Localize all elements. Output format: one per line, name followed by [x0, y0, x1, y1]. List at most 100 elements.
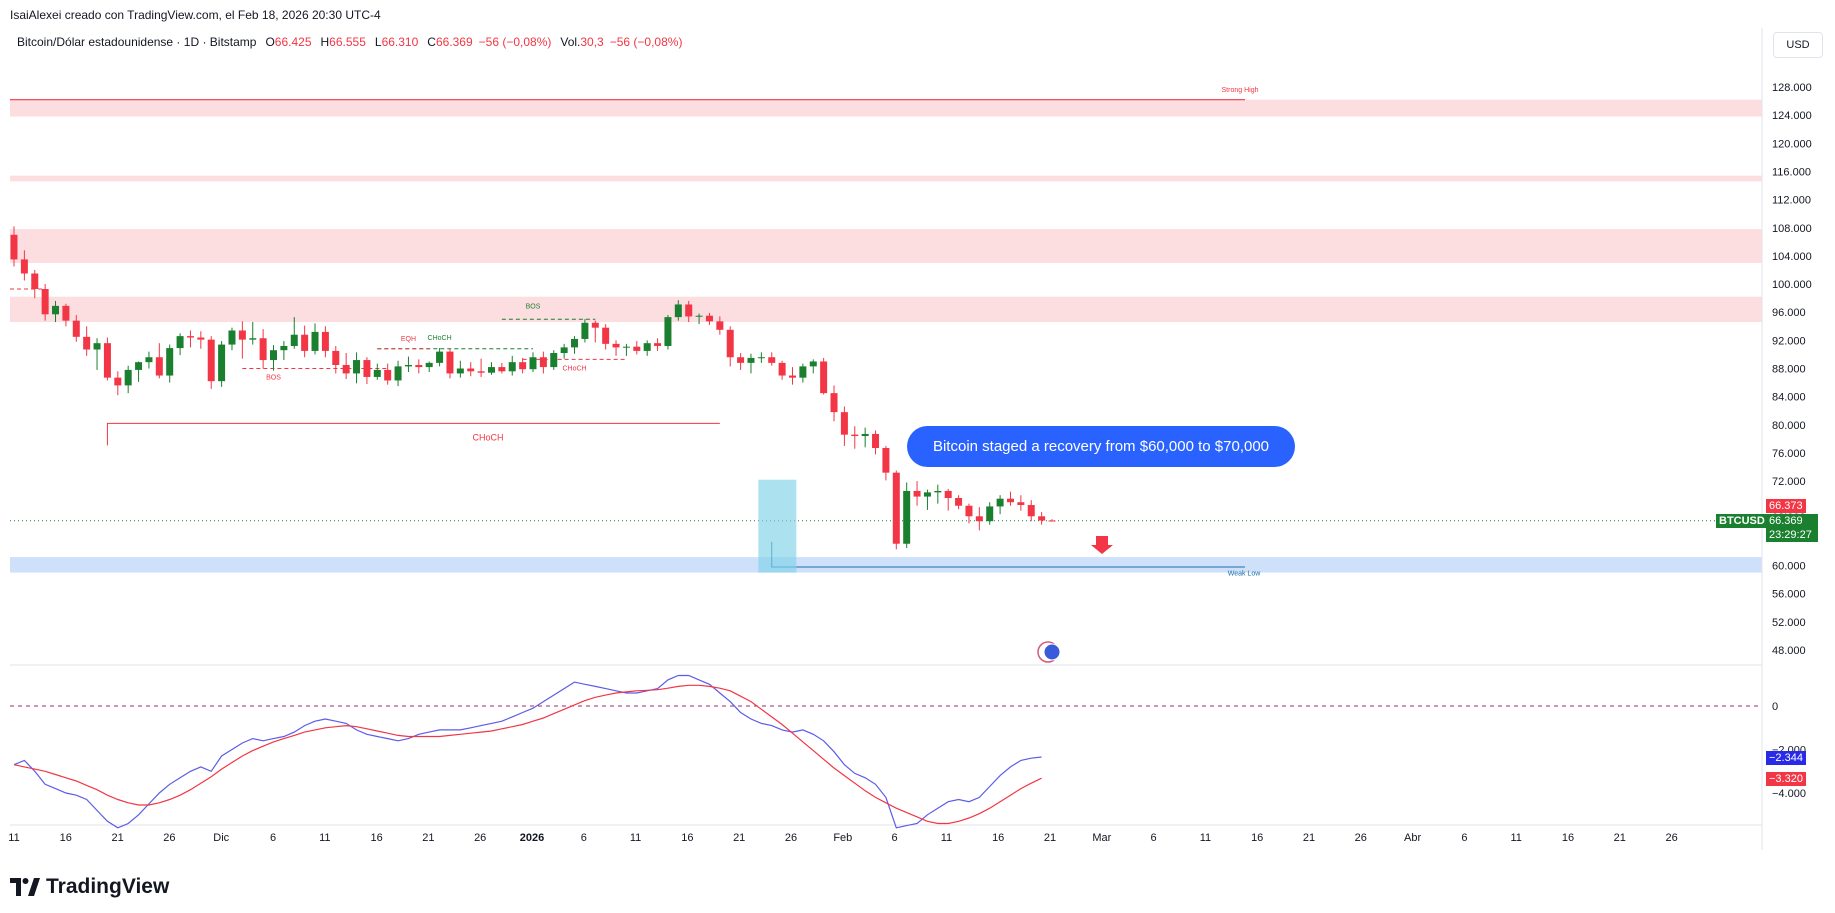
candle-body [10, 234, 18, 260]
y-tick-label: 56.000 [1772, 589, 1806, 601]
candle-body [809, 361, 817, 367]
currency-button[interactable]: USD [1773, 32, 1823, 58]
tradingview-logo-icon [10, 878, 40, 896]
candle [944, 488, 952, 511]
candle [404, 356, 412, 373]
candle [996, 495, 1004, 515]
tradingview-logo[interactable]: TradingView [10, 875, 169, 899]
candle-body [1017, 502, 1025, 506]
candle-body [280, 345, 288, 351]
candle-body [726, 329, 734, 358]
candle [197, 331, 205, 349]
macd-y-tick-label: 0 [1772, 701, 1778, 713]
candle-body [218, 344, 226, 382]
candle-body [685, 304, 693, 317]
candle-body [20, 259, 28, 274]
candle [290, 317, 298, 349]
x-tick-label: Abr [1404, 832, 1421, 844]
choch-line [106, 422, 720, 446]
candle-body [301, 334, 309, 351]
candle [975, 507, 983, 531]
x-tick-label: 11 [1510, 832, 1521, 844]
candle [238, 321, 246, 359]
candle-body [747, 357, 755, 363]
candle-body [643, 343, 651, 351]
candle [830, 385, 838, 422]
x-tick-label: 11 [941, 832, 952, 844]
candle [550, 350, 558, 370]
candle-body [602, 327, 610, 344]
candle [591, 320, 599, 343]
candle-body [789, 375, 796, 378]
candle [135, 361, 143, 382]
x-tick-label: 26 [785, 832, 797, 844]
signal-value-tag: −3.320 [1766, 772, 1806, 786]
bos-label-1: BOS [266, 375, 281, 382]
candle-body [41, 288, 49, 315]
candle [332, 345, 340, 374]
candle [124, 365, 132, 394]
y-tick-label: 120.000 [1772, 138, 1812, 150]
candle [31, 269, 39, 299]
candle [726, 326, 734, 367]
y-tick-label: 124.000 [1772, 110, 1812, 122]
candle-body [674, 304, 682, 318]
recovery-callout[interactable]: Bitcoin staged a recovery from $60,000 t… [907, 426, 1295, 467]
candle-body [934, 490, 942, 493]
candle-body [975, 516, 983, 522]
candle [166, 344, 174, 383]
candle [20, 250, 28, 281]
candle [425, 361, 433, 373]
x-tick-label: 16 [1251, 832, 1263, 844]
x-tick-label: 21 [422, 832, 434, 844]
candle-body [986, 506, 994, 522]
x-tick-label: 6 [1151, 832, 1157, 844]
candle [674, 300, 682, 321]
candle [840, 406, 848, 446]
candle-body [62, 305, 70, 321]
macd-y-tick-label: −4.000 [1772, 788, 1806, 800]
choch-label-3: CHoCH [562, 365, 586, 372]
candle-body [851, 434, 859, 437]
x-tick-label: 21 [1044, 832, 1056, 844]
candle-body [581, 322, 589, 339]
x-tick-label: 11 [319, 832, 330, 844]
candle-body [353, 360, 361, 374]
y-tick-label: 88.000 [1772, 364, 1806, 376]
candle [654, 338, 662, 351]
candle-body [477, 371, 485, 373]
candle [1006, 491, 1014, 506]
candle [602, 324, 610, 350]
candle-body [145, 357, 153, 363]
legend-symbol[interactable]: Bitcoin/Dólar estadounidense · 1D · Bits… [17, 35, 257, 49]
candle [103, 337, 111, 381]
candle-body [373, 369, 381, 377]
symbol-legend: Bitcoin/Dólar estadounidense · 1D · Bits… [17, 35, 682, 49]
candle-body [840, 412, 848, 435]
candle [768, 352, 776, 366]
candle [913, 481, 921, 506]
candle [446, 348, 454, 379]
zone-supply-1 [10, 175, 1762, 182]
candle-body [664, 317, 672, 346]
candle-body [436, 351, 444, 363]
legend-vol-change: −56 (−0,08%) [609, 35, 683, 49]
candle-body [560, 347, 568, 354]
candle-body [944, 490, 952, 498]
candle-body [93, 343, 101, 350]
legend-close: 66.369 [435, 35, 473, 49]
x-tick-label: 21 [1303, 832, 1315, 844]
candle-body [197, 337, 205, 340]
x-tick-label: 16 [992, 832, 1004, 844]
candle [560, 343, 568, 359]
x-tick-label: 26 [1665, 832, 1677, 844]
candle [363, 357, 371, 384]
candle-body [633, 346, 641, 351]
candle [218, 341, 226, 387]
chart-attribution: IsaiAlexei creado con TradingView.com, e… [10, 8, 381, 22]
candle-body [186, 336, 194, 338]
candle-body [654, 343, 662, 346]
last-price: 66.369 [1769, 515, 1803, 527]
candle [986, 502, 994, 525]
